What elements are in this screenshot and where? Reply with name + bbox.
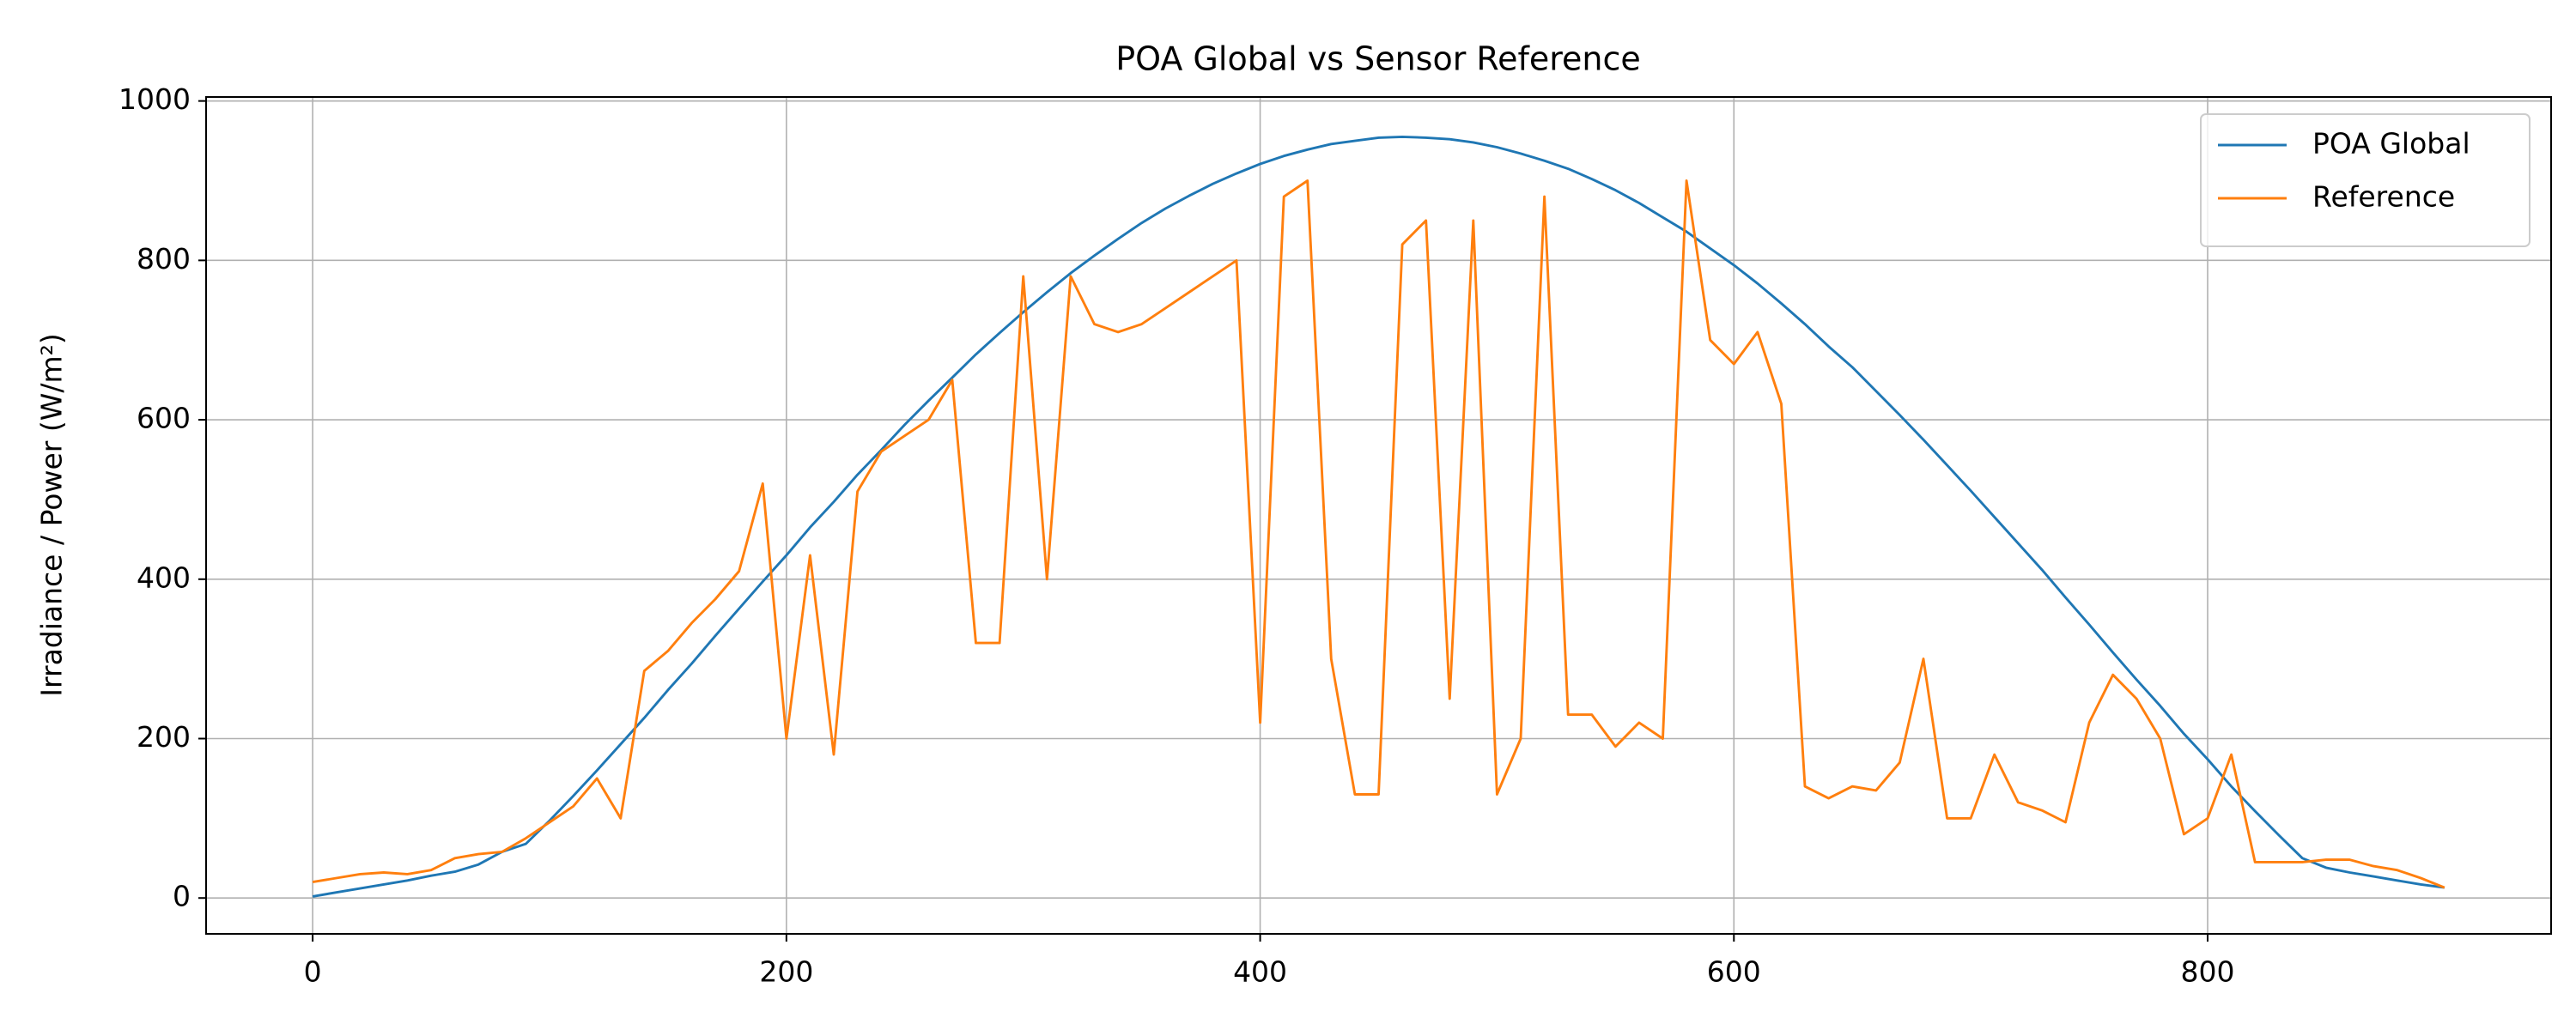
legend-box (2200, 113, 2530, 247)
y-tick-label: 1000 (118, 82, 191, 116)
plot-frame (205, 96, 2552, 935)
y-axis-label: Irradiance / Power (W/m²) (35, 333, 69, 696)
y-tick-label: 0 (173, 880, 191, 913)
x-tick-label: 200 (759, 955, 813, 989)
x-tick-label: 600 (1707, 955, 1761, 989)
y-tick-label: 800 (137, 242, 191, 276)
legend-label: Reference (2312, 180, 2455, 214)
x-tick-label: 800 (2181, 955, 2235, 989)
legend: POA Global Reference (2200, 113, 2530, 247)
series-line (312, 135, 2445, 898)
series-line (312, 179, 2445, 889)
y-tick-label: 200 (137, 720, 191, 754)
x-tick-label: 400 (1233, 955, 1287, 989)
chart-title: POA Global vs Sensor Reference (1115, 40, 1641, 78)
y-tick-label: 600 (137, 402, 191, 435)
legend-label: POA Global (2312, 127, 2470, 161)
y-tick-label: 400 (137, 560, 191, 594)
x-tick-label: 0 (304, 955, 322, 989)
